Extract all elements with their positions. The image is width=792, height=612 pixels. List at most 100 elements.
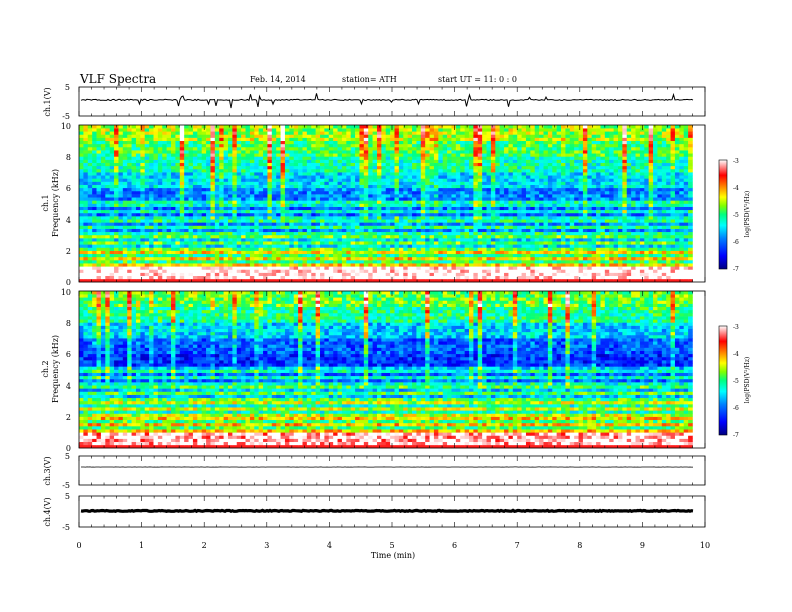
- ch1-spectrogram-cell: [482, 209, 487, 214]
- ch1-spectrogram-cell: [328, 212, 334, 217]
- ch1-spectrogram-cell: [591, 250, 597, 255]
- ch1-spectrogram-cell: [486, 209, 492, 214]
- ch1-spectrogram-cell: [556, 250, 562, 255]
- ch1-spectrogram-cell: [609, 184, 614, 189]
- ch1-spectrogram-cell: [254, 241, 259, 245]
- ch1-spectrogram-cell: [674, 231, 680, 236]
- ch1-spectrogram-cell: [429, 187, 435, 192]
- ch1-spectrogram-cell: [477, 200, 483, 204]
- ch1-spectrogram-cell: [271, 181, 277, 185]
- ch1-spectrogram-cell: [122, 225, 128, 229]
- ch1-spectrogram-cell: [569, 206, 575, 211]
- ch1-spectrogram-cell: [254, 187, 259, 192]
- ch1-spectrogram-cell: [92, 244, 97, 248]
- ch1-spectrogram-cell: [626, 212, 632, 217]
- ch1-spectrogram-cell: [223, 231, 229, 236]
- ch1-spectrogram-cell: [600, 216, 606, 220]
- ch1-spectrogram-cell: [109, 172, 115, 176]
- ch1-spectrogram-cell: [631, 222, 636, 226]
- ch1-spectrogram-cell: [639, 181, 645, 185]
- ch1-spectrogram-cell: [92, 197, 97, 201]
- ch1-spectrogram-cell: [657, 200, 663, 204]
- ch1-spectrogram-cell: [508, 175, 514, 179]
- ch1-spectrogram-cell: [153, 172, 159, 176]
- ch1-spectrogram-cell: [227, 209, 233, 214]
- ch1-spectrogram-cell: [188, 272, 194, 277]
- ch1-spectrogram-cell: [135, 190, 141, 195]
- ch1-spectrogram-cell: [539, 197, 544, 201]
- ch1-spectrogram-cell: [249, 184, 255, 189]
- ch1-spectrogram-cell: [596, 178, 601, 182]
- ch1-spectrogram-cell: [390, 172, 395, 176]
- ch1-spectrogram-cell: [232, 278, 238, 283]
- ch1-spectrogram-cell: [289, 244, 295, 248]
- ch1-spectrogram-cell: [521, 253, 527, 258]
- ch1-spectrogram-cell: [407, 278, 413, 283]
- ch1-spectrogram-cell: [556, 228, 562, 233]
- ch1-spectrogram-cell: [626, 181, 632, 185]
- ch1-spectrogram-cell: [561, 219, 566, 223]
- ch1-spectrogram-cell: [201, 222, 207, 226]
- ch1-spectrogram-cell: [127, 212, 132, 217]
- ch1-spectrogram-cell: [293, 181, 299, 185]
- ch1-spectrogram-cell: [100, 168, 106, 173]
- ch1-spectrogram-cell: [517, 250, 522, 255]
- ch1-spectrogram-cell: [578, 187, 584, 192]
- ch1-spectrogram-cell: [105, 197, 110, 201]
- ch1-spectrogram-cell: [688, 278, 693, 283]
- ch1-spectrogram-cell: [311, 266, 316, 270]
- ch1-spectrogram-cell: [464, 253, 470, 258]
- ch1-spectrogram-cell: [144, 256, 150, 261]
- ch1-spectrogram-cell: [587, 225, 592, 229]
- ch1-spectrogram-cell: [390, 187, 395, 192]
- ch1-spectrogram-cell: [451, 244, 457, 248]
- ch1-spectrogram-cell: [631, 231, 636, 236]
- ch1-spectrogram-cell: [149, 269, 154, 273]
- ch1-spectrogram-cell: [263, 197, 268, 201]
- ch1-spectrogram-cell: [346, 278, 351, 283]
- ch1-spectrogram-cell: [504, 203, 509, 207]
- ch1-spectrogram-cell: [596, 209, 601, 214]
- ch1-spectrogram-cell: [495, 197, 500, 201]
- ch1-spectrogram-cell: [201, 241, 207, 245]
- ch1-spectrogram-cell: [596, 212, 601, 217]
- ch1-spectrogram-cell: [293, 187, 299, 192]
- ch1-spectrogram-cell: [653, 238, 658, 242]
- ch1-spectrogram-cell: [192, 275, 198, 280]
- ch1-spectrogram-cell: [144, 181, 150, 185]
- ch1-spectrogram-cell: [315, 178, 321, 182]
- ch1-spectrogram-cell: [438, 200, 443, 204]
- ch1-spectrogram-cell: [206, 222, 211, 226]
- ch1-spectrogram-cell: [482, 212, 487, 217]
- ch1-spectrogram-cell: [495, 200, 500, 204]
- ch1-spectrogram-cell: [363, 203, 369, 207]
- ch1-spectrogram-cell: [666, 200, 671, 204]
- ch1-spectrogram-cell: [552, 256, 557, 261]
- ch1-spectrogram-cell: [293, 250, 299, 255]
- ch1-spectrogram-cell: [517, 181, 522, 185]
- ch1-spectrogram-cell: [486, 194, 492, 198]
- ch1-spectrogram-cell: [385, 247, 391, 251]
- ch1-spectrogram-cell: [407, 266, 413, 270]
- ch1-spectrogram-cell: [140, 187, 146, 192]
- ch1-spectrogram-cell: [100, 241, 106, 245]
- ch1-spectrogram-cell: [109, 263, 115, 267]
- ch1-spectrogram-cell: [284, 250, 290, 255]
- ch1-spectrogram-cell: [451, 228, 457, 233]
- ch1-spectrogram-cell: [552, 209, 557, 214]
- ch1-spectrogram-cell: [626, 178, 632, 182]
- ch1-spectrogram-cell: [289, 263, 295, 267]
- ch1-spectrogram-cell: [293, 172, 299, 176]
- ch1-spectrogram-cell: [534, 250, 540, 255]
- ch1-spectrogram-cell: [140, 216, 146, 220]
- ch1-spectrogram-cell: [201, 184, 207, 189]
- ch1-spectrogram-cell: [135, 172, 141, 176]
- ch1-spectrogram-cell: [596, 253, 601, 258]
- ch1-spectrogram-cell: [127, 197, 132, 201]
- ch1-spectrogram-cell: [587, 178, 592, 182]
- ch1-spectrogram-cell: [394, 216, 400, 220]
- ch1-spectrogram-cell: [390, 212, 395, 217]
- ch1-spectrogram-cell: [617, 241, 623, 245]
- ch1-spectrogram-cell: [455, 225, 461, 229]
- ch1-spectrogram-cell: [171, 168, 176, 173]
